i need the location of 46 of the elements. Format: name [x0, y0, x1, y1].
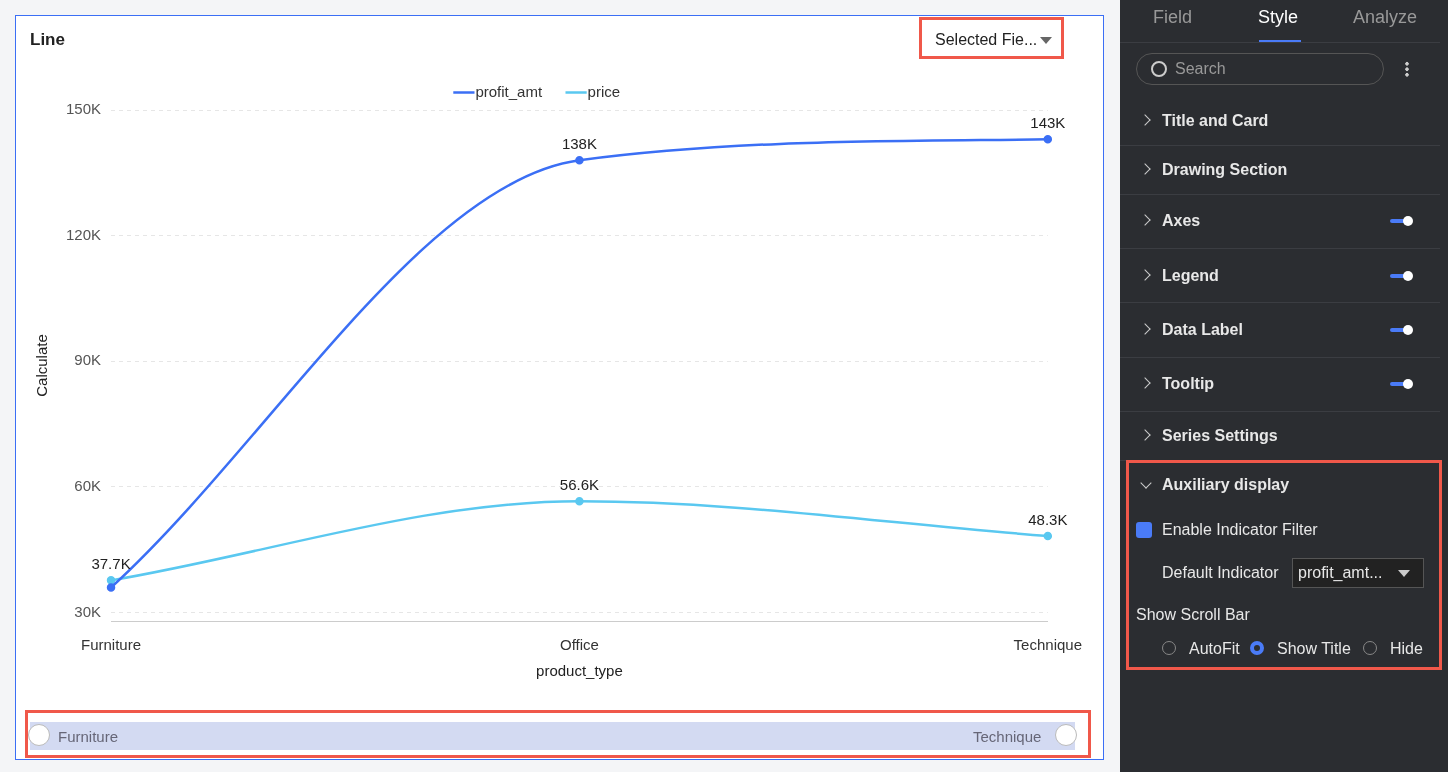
y-tick-label: 90K [74, 351, 102, 369]
text: Default Indicator [1162, 564, 1279, 582]
x-tick-label: Office [559, 636, 599, 654]
text: Style [1258, 6, 1299, 28]
text: Tooltip [1162, 375, 1215, 393]
text: Series Settings [1162, 427, 1278, 445]
text: Search [1175, 60, 1226, 78]
text: Axes [1162, 212, 1201, 230]
data-label: 143K [1030, 113, 1066, 131]
legend-label: profit_amt [475, 82, 543, 100]
text: Show Scroll Bar [1136, 606, 1250, 624]
category-label: Technique [973, 727, 1042, 745]
text: Field [1153, 6, 1193, 28]
point [1043, 531, 1053, 541]
text: Auxiliary display [1162, 476, 1290, 494]
text: Title and Card [1162, 112, 1269, 130]
text: Selected Fie... [935, 31, 1038, 49]
y-axis-title: Calculate [33, 334, 51, 397]
point [575, 496, 584, 506]
y-tick-label: 30K [74, 602, 102, 620]
text: Enable Indicator Filter [1162, 521, 1318, 539]
x-tick-label: Technique [1013, 636, 1082, 654]
point [575, 156, 584, 165]
data-label: 37.7K [91, 555, 131, 573]
point [106, 583, 116, 592]
text: Hide [1390, 640, 1423, 658]
x-axis-title: product_type [536, 662, 623, 680]
data-label: 56.6K [559, 475, 600, 493]
category-label: Furniture [58, 727, 119, 745]
chart-title: Line [30, 30, 65, 50]
text: Analyze [1353, 6, 1418, 28]
x-tick-label: Furniture [81, 636, 142, 654]
text: Show Title [1277, 640, 1351, 658]
text: profit_amt... [1298, 564, 1383, 582]
legend-label: price [587, 82, 621, 100]
text: Legend [1162, 267, 1219, 285]
y-tick-label: 60K [74, 477, 102, 495]
point [106, 576, 116, 585]
y-tick-label: 150K [65, 100, 102, 118]
text: AutoFit [1189, 640, 1240, 658]
text: Drawing Section [1162, 161, 1288, 179]
point [1043, 135, 1053, 144]
data-label: 48.3K [1028, 510, 1068, 528]
text: Data Label [1162, 321, 1243, 339]
y-tick-label: 120K [65, 225, 102, 243]
data-label: 138K [561, 134, 597, 152]
